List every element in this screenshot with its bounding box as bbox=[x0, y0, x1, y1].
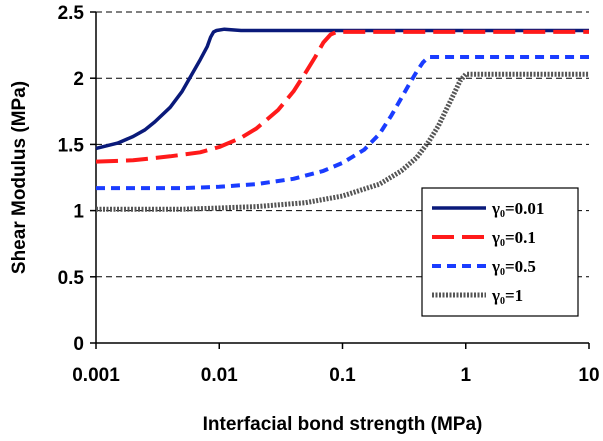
x-axis-label: Interfacial bond strength (MPa) bbox=[203, 414, 483, 435]
legend: γ0=0.01 γ0=0.1 γ0=0.5 γ0=1 bbox=[421, 187, 579, 317]
x-tick-label: 1 bbox=[460, 365, 471, 386]
series-line-1 bbox=[95, 29, 589, 164]
y-tick-label: 0.5 bbox=[58, 268, 85, 289]
tick-labels: 0 0.5 1 1.5 2 2.5 0.001 0.01 0.1 1 10 bbox=[58, 3, 600, 386]
x-tick-label: 0.1 bbox=[329, 365, 356, 386]
y-tick-label: 2 bbox=[73, 69, 84, 90]
y-tick-label: 1.5 bbox=[58, 135, 85, 156]
series-line-0 bbox=[95, 27, 589, 151]
legend-label-1: γ0=0.1 bbox=[491, 228, 536, 249]
legend-label-2: γ0=0.5 bbox=[491, 257, 536, 278]
y-tick-label: 2.5 bbox=[58, 3, 85, 24]
y-tick-label: 0 bbox=[73, 334, 84, 355]
axes bbox=[90, 11, 590, 349]
y-axis-label: Shear Modulus (MPa) bbox=[9, 81, 30, 274]
x-tick-label: 0.01 bbox=[201, 365, 238, 386]
series-line-2 bbox=[96, 55, 589, 191]
series-line-3 bbox=[96, 71, 589, 212]
y-tick-label: 1 bbox=[73, 202, 84, 223]
series-lines bbox=[95, 27, 589, 212]
x-tick-label: 0.001 bbox=[72, 365, 120, 386]
legend-label-3: γ0=1 bbox=[491, 286, 523, 307]
legend-label-0: γ0=0.01 bbox=[491, 199, 544, 220]
x-tick-label: 10 bbox=[578, 365, 599, 386]
